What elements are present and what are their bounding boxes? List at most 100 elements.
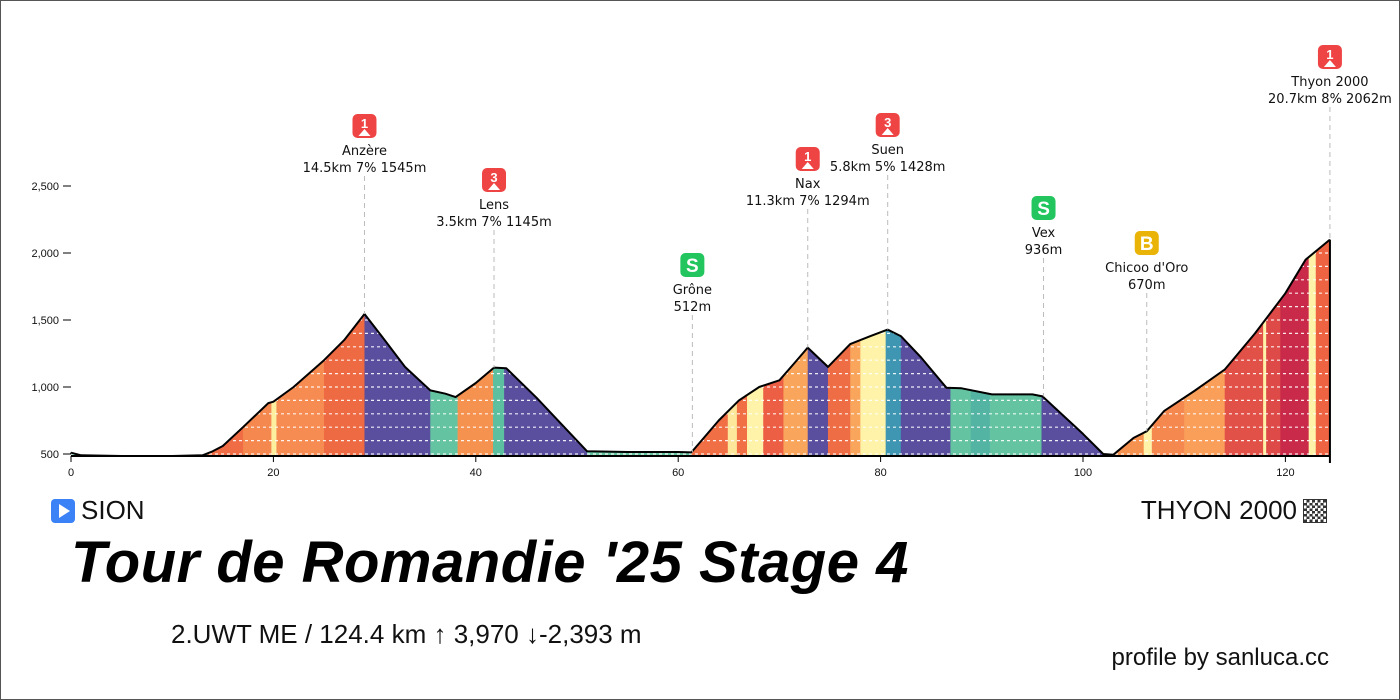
gradient-segment [1263, 239, 1267, 457]
marker-climb: 3 Lens 3.5km 7% 1145m [436, 168, 552, 368]
profile-line [70, 238, 1331, 457]
gradient-segment [1184, 239, 1226, 457]
y-tick-label: 500 [41, 449, 59, 461]
marker-detail: 670m [1128, 278, 1165, 293]
gradient-segment [587, 239, 692, 457]
gradient-segment [271, 239, 277, 457]
gradient-segment [243, 239, 272, 457]
sprint-badge-icon [1031, 196, 1056, 220]
gradient-segment [970, 239, 991, 457]
gradient-segment [1151, 239, 1185, 457]
marker-climb: 1 Thyon 2000 20.7km 8% 2062m [1268, 45, 1392, 240]
y-tick-label: 1,500 [31, 315, 59, 327]
profile-fill [71, 239, 1330, 457]
climb-badge-icon [352, 114, 377, 138]
marker-sprint: S Vex 936m [1025, 196, 1062, 397]
marker-detail: 512m [674, 300, 711, 315]
marker-bonus: B Chicoo d'Oro 670m [1105, 231, 1188, 432]
stage-summary: 2.UWT ME / 124.4 km ↑ 3,970 ↓-2,393 m [171, 619, 642, 649]
badge-label: S [686, 256, 699, 277]
gradient-segment [1224, 239, 1264, 457]
marker-sprint: S Grône 512m [673, 253, 712, 453]
badge-label: 3 [490, 170, 497, 185]
gradient-segment [747, 239, 764, 457]
y-tick-label: 2,000 [31, 248, 59, 260]
marker-name: Anzère [342, 144, 387, 159]
mountain-icon [358, 129, 371, 136]
page-title: Tour de Romandie '25 Stage 4 [71, 530, 909, 595]
marker-detail: 11.3km 7% 1294m [746, 194, 870, 209]
climb-badge-icon [482, 168, 507, 192]
mountain-icon [801, 162, 814, 169]
x-tick-label: 40 [470, 467, 482, 479]
marker-detail: 936m [1025, 243, 1062, 258]
gradient-segment [1280, 239, 1310, 457]
badge-label: S [1037, 199, 1050, 220]
climb-badge-icon [875, 113, 900, 137]
marker-name: Nax [795, 177, 821, 192]
elevation-chart: 0 20 40 60 80 100 120 500 1,000 1,500 2,000 2,500 1 A… [31, 45, 1392, 479]
gradient-segment [1143, 239, 1153, 457]
mountain-icon [488, 183, 501, 190]
gradient-segment [691, 239, 729, 457]
marker-name: Chicoo d'Oro [1105, 261, 1188, 276]
gradient-segment [364, 239, 431, 457]
marker-climb: 1 Nax 11.3km 7% 1294m [746, 147, 870, 348]
gradient-segment [783, 239, 809, 457]
finish-location: THYON 2000 [1141, 495, 1327, 526]
marker-detail: 5.8km 5% 1428m [830, 160, 946, 175]
credit-link[interactable]: profile by sanluca.cc [1111, 644, 1329, 671]
start-location: SION [51, 495, 145, 526]
gradient-segment [860, 239, 887, 457]
marker-detail: 20.7km 8% 2062m [1268, 92, 1392, 107]
marker-detail: 14.5km 7% 1545m [303, 161, 427, 176]
gradient-segment [1113, 239, 1145, 457]
marker-name: Lens [479, 198, 509, 213]
badge-label: 1 [804, 149, 811, 164]
marker-climb: 1 Anzère 14.5km 7% 1545m [303, 114, 427, 314]
gradient-segment [736, 239, 748, 457]
gradient-segment [827, 239, 851, 457]
x-tick-label: 100 [1074, 467, 1092, 479]
marker-name: Vex [1032, 226, 1056, 241]
gradient-segment [763, 239, 784, 457]
marker-detail: 3.5km 7% 1145m [436, 215, 552, 230]
badge-label: B [1140, 234, 1154, 255]
x-tick-label: 120 [1276, 467, 1294, 479]
marker-name: Suen [871, 143, 904, 158]
mountain-icon [1323, 60, 1336, 67]
x-tick-label: 60 [672, 467, 684, 479]
gradient-segment [1308, 239, 1317, 457]
marker-name: Thyon 2000 [1290, 75, 1368, 90]
gradient-segment [727, 239, 738, 457]
y-tick-label: 1,000 [31, 382, 59, 394]
marker-climb: 3 Suen 5.8km 5% 1428m [830, 113, 946, 330]
gradient-segment [207, 239, 244, 457]
badge-label: 3 [884, 115, 891, 130]
bonus-badge-icon [1134, 231, 1159, 255]
gradient-segment [900, 239, 951, 457]
x-tick-label: 80 [874, 467, 886, 479]
checkered-flag-icon [1303, 498, 1327, 523]
x-tick-label: 20 [267, 467, 279, 479]
gradient-segment [1266, 239, 1281, 457]
play-icon [51, 498, 75, 523]
gradient-segment [324, 239, 365, 457]
x-tick-label: 0 [68, 467, 74, 479]
gradient-segment [276, 239, 325, 457]
gradient-segment [1315, 239, 1330, 457]
climb-badge-icon [1317, 45, 1342, 69]
gradient-segment [807, 239, 829, 457]
sprint-badge-icon [680, 253, 705, 277]
gradient-segment [885, 239, 902, 457]
finish-label: THYON 2000 [1140, 495, 1297, 525]
badge-label: 1 [1326, 47, 1333, 62]
profile-base-fill [71, 239, 1330, 457]
mountain-icon [881, 128, 894, 135]
start-label: SION [81, 495, 145, 525]
y-tick-label: 2,500 [31, 181, 59, 193]
climb-badge-icon [795, 147, 820, 171]
marker-name: Grône [673, 283, 712, 298]
gradient-segment [850, 239, 861, 457]
